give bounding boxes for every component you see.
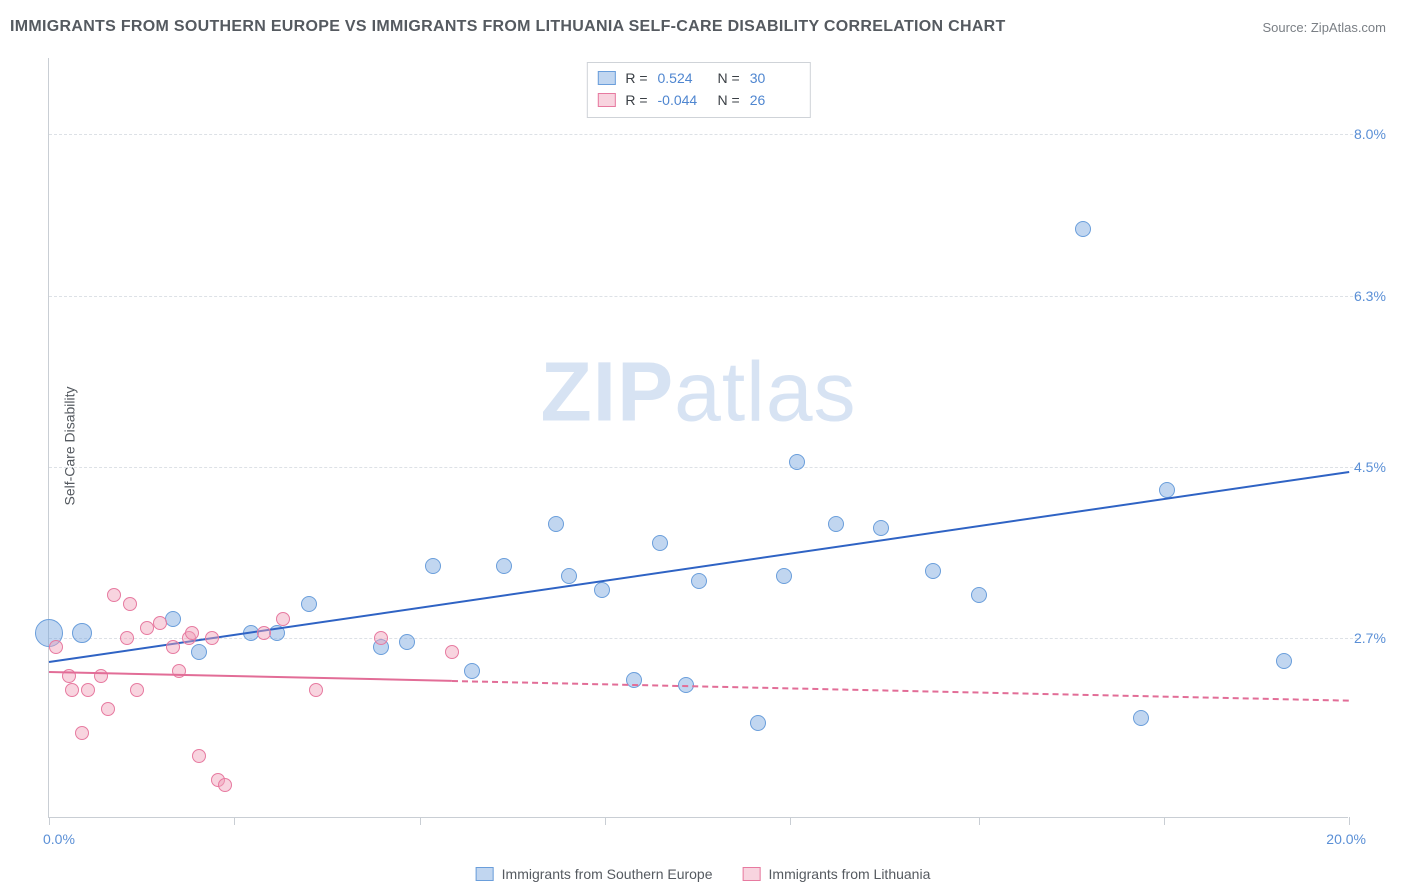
- x-tick: [234, 817, 235, 825]
- data-point-lithuania[interactable]: [65, 683, 79, 697]
- data-point-lithuania[interactable]: [140, 621, 154, 635]
- data-point-southern_europe[interactable]: [1133, 710, 1149, 726]
- trendline-lithuania: [49, 671, 452, 682]
- x-tick: [790, 817, 791, 825]
- stat-r-value: 0.524: [658, 67, 708, 89]
- data-point-lithuania[interactable]: [257, 626, 271, 640]
- data-point-southern_europe[interactable]: [873, 520, 889, 536]
- series-legend: Immigrants from Southern Europe Immigrant…: [476, 866, 931, 882]
- x-axis-max-label: 20.0%: [1326, 831, 1366, 847]
- source-link[interactable]: ZipAtlas.com: [1311, 20, 1386, 35]
- data-point-southern_europe[interactable]: [548, 516, 564, 532]
- legend-item-lithuania[interactable]: Immigrants from Lithuania: [743, 866, 931, 882]
- data-point-lithuania[interactable]: [101, 702, 115, 716]
- data-point-lithuania[interactable]: [218, 778, 232, 792]
- stat-n-label: N =: [718, 89, 740, 111]
- y-tick-label: 8.0%: [1354, 126, 1396, 142]
- chart-title: IMMIGRANTS FROM SOUTHERN EUROPE VS IMMIG…: [10, 18, 1006, 36]
- x-axis-min-label: 0.0%: [43, 831, 75, 847]
- watermark: ZIPatlas: [540, 343, 856, 440]
- data-point-southern_europe[interactable]: [399, 634, 415, 650]
- data-point-southern_europe[interactable]: [971, 587, 987, 603]
- data-point-southern_europe[interactable]: [165, 611, 181, 627]
- stats-legend-box: R = 0.524 N = 30 R = -0.044 N = 26: [586, 62, 810, 118]
- data-point-lithuania[interactable]: [123, 597, 137, 611]
- x-tick: [979, 817, 980, 825]
- swatch-icon: [597, 71, 615, 85]
- data-point-southern_europe[interactable]: [496, 558, 512, 574]
- y-tick-label: 2.7%: [1354, 630, 1396, 646]
- stats-row-lithuania: R = -0.044 N = 26: [597, 89, 799, 111]
- data-point-lithuania[interactable]: [153, 616, 167, 630]
- data-point-lithuania[interactable]: [75, 726, 89, 740]
- data-point-southern_europe[interactable]: [561, 568, 577, 584]
- gridline-h: [49, 134, 1358, 135]
- stat-r-value: -0.044: [658, 89, 708, 111]
- data-point-lithuania[interactable]: [192, 749, 206, 763]
- data-point-southern_europe[interactable]: [594, 582, 610, 598]
- data-point-lithuania[interactable]: [185, 626, 199, 640]
- data-point-lithuania[interactable]: [107, 588, 121, 602]
- data-point-southern_europe[interactable]: [464, 663, 480, 679]
- data-point-lithuania[interactable]: [130, 683, 144, 697]
- trendline-southern_europe: [49, 471, 1349, 663]
- stat-n-value: 30: [750, 67, 800, 89]
- data-point-lithuania[interactable]: [49, 640, 63, 654]
- data-point-southern_europe[interactable]: [750, 715, 766, 731]
- data-point-southern_europe[interactable]: [425, 558, 441, 574]
- data-point-southern_europe[interactable]: [301, 596, 317, 612]
- data-point-southern_europe[interactable]: [691, 573, 707, 589]
- data-point-southern_europe[interactable]: [191, 644, 207, 660]
- source-attribution: Source: ZipAtlas.com: [1262, 20, 1386, 35]
- legend-item-southern_europe[interactable]: Immigrants from Southern Europe: [476, 866, 713, 882]
- data-point-lithuania[interactable]: [120, 631, 134, 645]
- data-point-lithuania[interactable]: [205, 631, 219, 645]
- gridline-h: [49, 296, 1358, 297]
- data-point-lithuania[interactable]: [166, 640, 180, 654]
- x-tick: [420, 817, 421, 825]
- data-point-lithuania[interactable]: [445, 645, 459, 659]
- data-point-southern_europe[interactable]: [652, 535, 668, 551]
- gridline-h: [49, 467, 1358, 468]
- y-tick-label: 6.3%: [1354, 288, 1396, 304]
- data-point-lithuania[interactable]: [276, 612, 290, 626]
- data-point-southern_europe[interactable]: [925, 563, 941, 579]
- stat-r-label: R =: [625, 67, 647, 89]
- stat-n-label: N =: [718, 67, 740, 89]
- x-tick: [49, 817, 50, 825]
- swatch-icon: [743, 867, 761, 881]
- x-tick: [1349, 817, 1350, 825]
- data-point-southern_europe[interactable]: [789, 454, 805, 470]
- legend-label: Immigrants from Lithuania: [769, 866, 931, 882]
- data-point-lithuania[interactable]: [374, 631, 388, 645]
- legend-label: Immigrants from Southern Europe: [502, 866, 713, 882]
- swatch-icon: [597, 93, 615, 107]
- data-point-lithuania[interactable]: [309, 683, 323, 697]
- x-tick: [605, 817, 606, 825]
- data-point-southern_europe[interactable]: [1075, 221, 1091, 237]
- x-tick: [1164, 817, 1165, 825]
- source-prefix: Source:: [1262, 20, 1310, 35]
- y-tick-label: 4.5%: [1354, 459, 1396, 475]
- data-point-southern_europe[interactable]: [72, 623, 92, 643]
- trendline-lithuania: [452, 680, 1349, 702]
- stat-r-label: R =: [625, 89, 647, 111]
- data-point-southern_europe[interactable]: [1276, 653, 1292, 669]
- stat-n-value: 26: [750, 89, 800, 111]
- data-point-lithuania[interactable]: [94, 669, 108, 683]
- correlation-chart: IMMIGRANTS FROM SOUTHERN EUROPE VS IMMIG…: [0, 0, 1406, 892]
- data-point-lithuania[interactable]: [81, 683, 95, 697]
- data-point-southern_europe[interactable]: [828, 516, 844, 532]
- data-point-southern_europe[interactable]: [776, 568, 792, 584]
- swatch-icon: [476, 867, 494, 881]
- plot-area: ZIPatlas R =0.524N =30R =-0.044N =26 0.0…: [48, 58, 1348, 818]
- stats-row-southern_europe: R = 0.524 N = 30: [597, 67, 799, 89]
